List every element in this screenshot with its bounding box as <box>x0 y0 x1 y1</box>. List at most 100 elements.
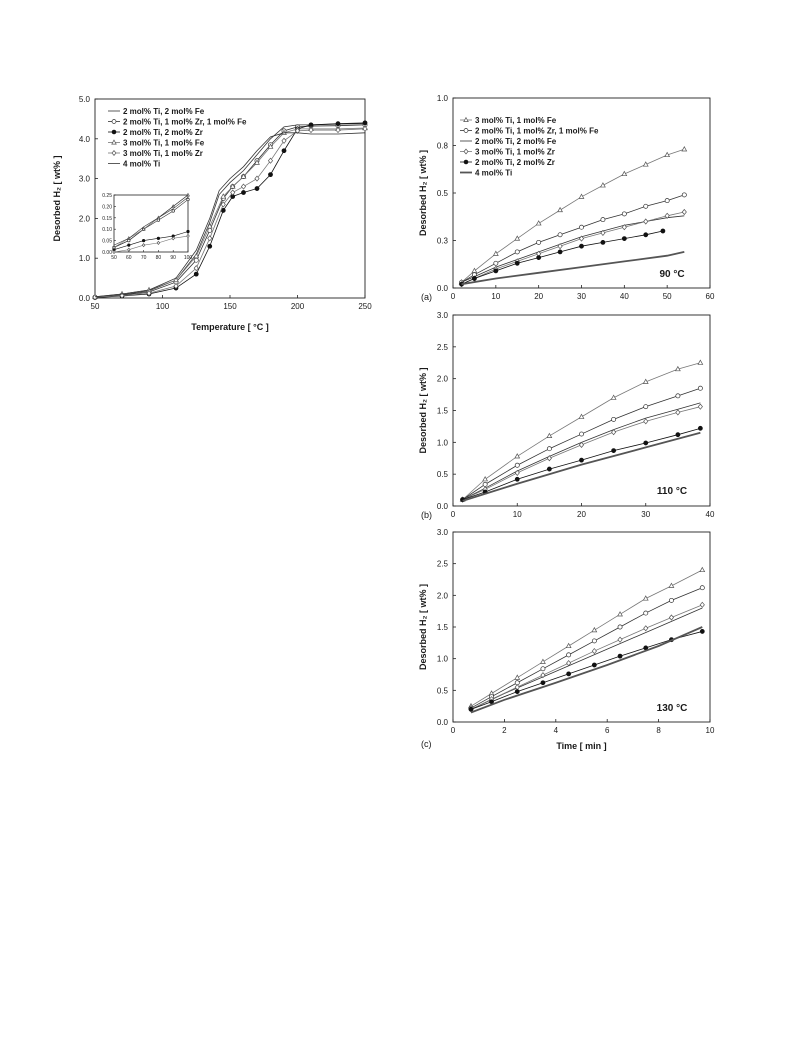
legend-marker <box>463 159 469 165</box>
series-line <box>461 251 685 286</box>
inset-y-tick-label: 0.10 <box>102 227 112 233</box>
data-point <box>660 228 666 234</box>
inset-y-tick-label: 0.20 <box>102 204 112 210</box>
data-point <box>193 257 199 263</box>
y-tick-label: 0.5 <box>437 470 449 479</box>
data-point <box>643 232 649 238</box>
legend-marker <box>111 150 117 156</box>
x-tick-label: 6 <box>605 726 610 735</box>
y-tick-label: 3.0 <box>437 311 449 320</box>
inset-y-tick-label: 0.25 <box>102 193 112 199</box>
temperature-annotation: 90 °C <box>659 269 684 280</box>
legend-marker <box>463 128 469 133</box>
series-line <box>470 587 703 709</box>
legend-entry: 2 mol% Ti, 2 mol% Zr <box>123 128 203 137</box>
data-point <box>674 365 681 372</box>
data-point <box>540 658 546 664</box>
data-point <box>681 208 687 216</box>
y-tick-label: 3.0 <box>437 528 449 537</box>
y-tick-label: 1.0 <box>437 438 449 447</box>
data-point <box>565 642 572 649</box>
y-axis-label: Desorbed H₂ [ wt% ] <box>418 150 428 236</box>
data-point <box>362 120 368 126</box>
data-point <box>611 448 617 454</box>
data-point <box>675 409 681 416</box>
data-point <box>643 440 649 446</box>
data-point <box>193 265 199 272</box>
data-point <box>578 441 585 448</box>
x-tick-label: 0 <box>451 292 456 301</box>
series-line <box>470 626 703 714</box>
inset-data-point <box>156 240 161 245</box>
x-tick-label: 10 <box>513 510 522 519</box>
data-point <box>600 239 606 245</box>
data-point <box>697 403 703 410</box>
data-point <box>546 432 553 438</box>
data-point <box>471 267 478 273</box>
x-tick-label: 40 <box>706 510 715 519</box>
data-point <box>514 674 521 680</box>
inset-data-point <box>141 226 146 231</box>
data-point <box>173 276 179 283</box>
panel-label: (a) <box>421 292 432 302</box>
legend-entry: 2 mol% Ti, 2 mol% Fe <box>475 137 557 146</box>
inset-data-point <box>111 245 117 249</box>
temperature-annotation: 110 °C <box>657 486 687 497</box>
x-tick-label: 2 <box>502 726 507 735</box>
y-tick-label: 1.0 <box>79 254 91 263</box>
data-point <box>308 126 314 134</box>
series-line <box>461 230 663 285</box>
x-tick-label: 0 <box>451 726 456 735</box>
inset-data-point <box>142 239 146 243</box>
data-point <box>591 647 597 655</box>
data-point <box>493 268 499 274</box>
data-point <box>664 212 670 219</box>
series-line <box>470 607 703 710</box>
legend-entry: 2 mol% Ti, 1 mol% Zr, 1 mol% Fe <box>475 127 599 136</box>
series-line <box>461 211 685 285</box>
data-point <box>268 172 273 178</box>
data-point <box>230 189 236 196</box>
series-line <box>461 148 685 283</box>
inset-x-tick-label: 60 <box>126 255 132 261</box>
y-tick-label: 1.0 <box>437 94 449 103</box>
data-point <box>546 446 552 452</box>
inset-series-line <box>113 235 189 253</box>
data-point <box>173 282 179 290</box>
data-point <box>220 201 226 208</box>
x-axis-label: Time [ min ] <box>556 741 606 751</box>
data-point <box>579 243 584 249</box>
data-point <box>566 671 572 677</box>
chart-tpd: 50 100 150 200 250 0.0 1.0 2.0 3.0 4.0 5.0 Desorbed… <box>52 95 372 332</box>
y-tick-label: 2.0 <box>437 591 449 600</box>
data-point <box>591 626 598 633</box>
temperature-annotation: 130 °C <box>657 703 688 714</box>
data-point <box>267 157 274 164</box>
y-tick-label: 0.0 <box>437 718 449 727</box>
series-line <box>94 132 366 298</box>
data-point <box>557 206 563 213</box>
data-point <box>335 126 341 134</box>
data-point <box>617 636 623 643</box>
data-point <box>681 146 688 152</box>
inset-y-tick-label: 0.00 <box>102 250 112 256</box>
data-point <box>468 706 474 712</box>
data-point <box>578 193 585 199</box>
data-point <box>254 186 260 191</box>
inset-y-tick-label: 0.05 <box>102 239 112 245</box>
x-tick-label: 250 <box>358 302 372 311</box>
y-tick-label: 1.5 <box>437 407 449 416</box>
data-point <box>699 566 706 573</box>
data-point <box>579 224 584 230</box>
data-point <box>668 582 675 588</box>
data-point <box>254 159 260 165</box>
data-point <box>557 249 563 255</box>
y-axis-label: Desorbed H₂ [ wt% ] <box>418 367 428 453</box>
x-tick-label: 10 <box>706 726 715 735</box>
y-axis-label: Desorbed H₂ [ wt% ] <box>418 584 428 670</box>
data-point <box>536 239 542 245</box>
data-point <box>493 260 499 266</box>
series-line <box>94 128 366 298</box>
panel-label: (b) <box>421 510 432 520</box>
